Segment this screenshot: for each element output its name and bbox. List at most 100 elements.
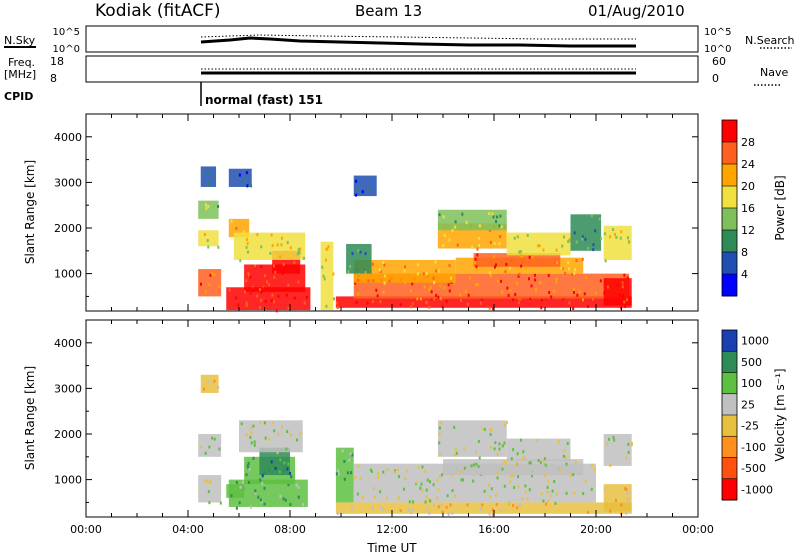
colorbar-block [722, 415, 737, 437]
colorbar-block [722, 351, 737, 373]
data-speckle [554, 501, 557, 505]
data-speckle [627, 442, 630, 446]
data-speckle [543, 457, 546, 461]
data-speckle [509, 288, 512, 292]
data-speckle [250, 441, 253, 445]
data-speckle [621, 281, 624, 285]
data-patch-15 [603, 434, 632, 466]
data-speckle [354, 281, 357, 285]
data-speckle [534, 278, 537, 282]
data-speckle [372, 300, 375, 304]
data-speckle [411, 302, 414, 306]
data-speckle [375, 288, 378, 292]
data-speckle [264, 299, 267, 303]
data-speckle [575, 240, 578, 244]
data-speckle [530, 284, 533, 288]
data-speckle [361, 190, 364, 194]
data-speckle [293, 261, 296, 265]
data-speckle [555, 277, 558, 281]
data-speckle [208, 481, 211, 485]
data-speckle [529, 297, 532, 301]
data-speckle [515, 462, 518, 466]
data-speckle [587, 246, 590, 250]
data-speckle [346, 471, 349, 475]
data-speckle [493, 241, 496, 245]
data-speckle [518, 272, 521, 276]
data-speckle [521, 497, 524, 501]
data-speckle [268, 437, 271, 441]
data-speckle [429, 480, 432, 484]
data-speckle [566, 442, 569, 446]
data-speckle [575, 259, 578, 263]
data-speckle [477, 465, 480, 469]
data-speckle [367, 189, 370, 193]
data-speckle [504, 270, 507, 274]
data-speckle [245, 301, 248, 305]
data-patch-8 [233, 232, 306, 260]
data-speckle [211, 272, 214, 276]
data-speckle [259, 421, 262, 425]
data-speckle [240, 422, 243, 426]
data-speckle [278, 470, 281, 474]
power-y-ticks: 1000 2000 3000 4000 [54, 131, 698, 297]
noise-panel: N.Sky 10^5 10^0 10^5 10^0 N.Search [4, 25, 795, 55]
data-speckle [604, 259, 607, 263]
data-speckle [275, 309, 278, 313]
data-speckle [561, 244, 564, 248]
data-speckle [438, 213, 441, 217]
data-speckle [242, 230, 245, 234]
y-tick-label: 3000 [54, 176, 82, 189]
data-patch-21 [603, 278, 632, 306]
data-speckle [357, 278, 360, 282]
data-speckle [373, 495, 376, 499]
data-speckle [219, 501, 222, 505]
data-speckle [355, 193, 358, 197]
data-speckle [357, 249, 360, 253]
data-speckle [245, 238, 248, 242]
data-speckle [235, 506, 238, 510]
data-speckle [419, 297, 422, 301]
data-speckle [474, 260, 477, 264]
data-patch-8 [335, 502, 632, 514]
data-speckle [432, 276, 435, 280]
freq-right-tick-bottom: 0 [712, 72, 719, 85]
data-speckle [477, 439, 480, 443]
data-speckle [386, 496, 389, 500]
data-speckle [213, 437, 216, 441]
data-speckle [378, 268, 381, 272]
data-speckle [505, 262, 508, 266]
data-speckle [474, 257, 477, 261]
data-speckle [425, 272, 428, 276]
data-speckle [259, 498, 262, 502]
data-speckle [432, 297, 435, 301]
data-speckle [416, 272, 419, 276]
data-speckle [366, 301, 369, 305]
data-speckle [249, 275, 252, 279]
colorbar-block [722, 274, 737, 297]
data-speckle [281, 425, 284, 429]
data-speckle [559, 468, 562, 472]
data-speckle [430, 290, 433, 294]
data-speckle [519, 250, 522, 254]
data-speckle [521, 456, 524, 460]
data-speckle [498, 224, 501, 228]
data-speckle [499, 235, 502, 239]
data-speckle [548, 290, 551, 294]
colorbar-tick-label: 24 [741, 158, 755, 171]
data-speckle [357, 292, 360, 296]
data-speckle [437, 488, 440, 492]
data-speckle [245, 171, 248, 175]
data-speckle [493, 447, 496, 451]
data-speckle [277, 432, 280, 436]
data-speckle [235, 296, 238, 300]
data-speckle [498, 447, 501, 451]
data-speckle [456, 243, 459, 247]
data-speckle [230, 494, 233, 498]
data-speckle [494, 441, 497, 445]
data-speckle [544, 463, 547, 467]
data-speckle [562, 235, 565, 239]
data-speckle [572, 307, 575, 311]
data-speckle [628, 490, 631, 494]
data-speckle [406, 469, 409, 473]
